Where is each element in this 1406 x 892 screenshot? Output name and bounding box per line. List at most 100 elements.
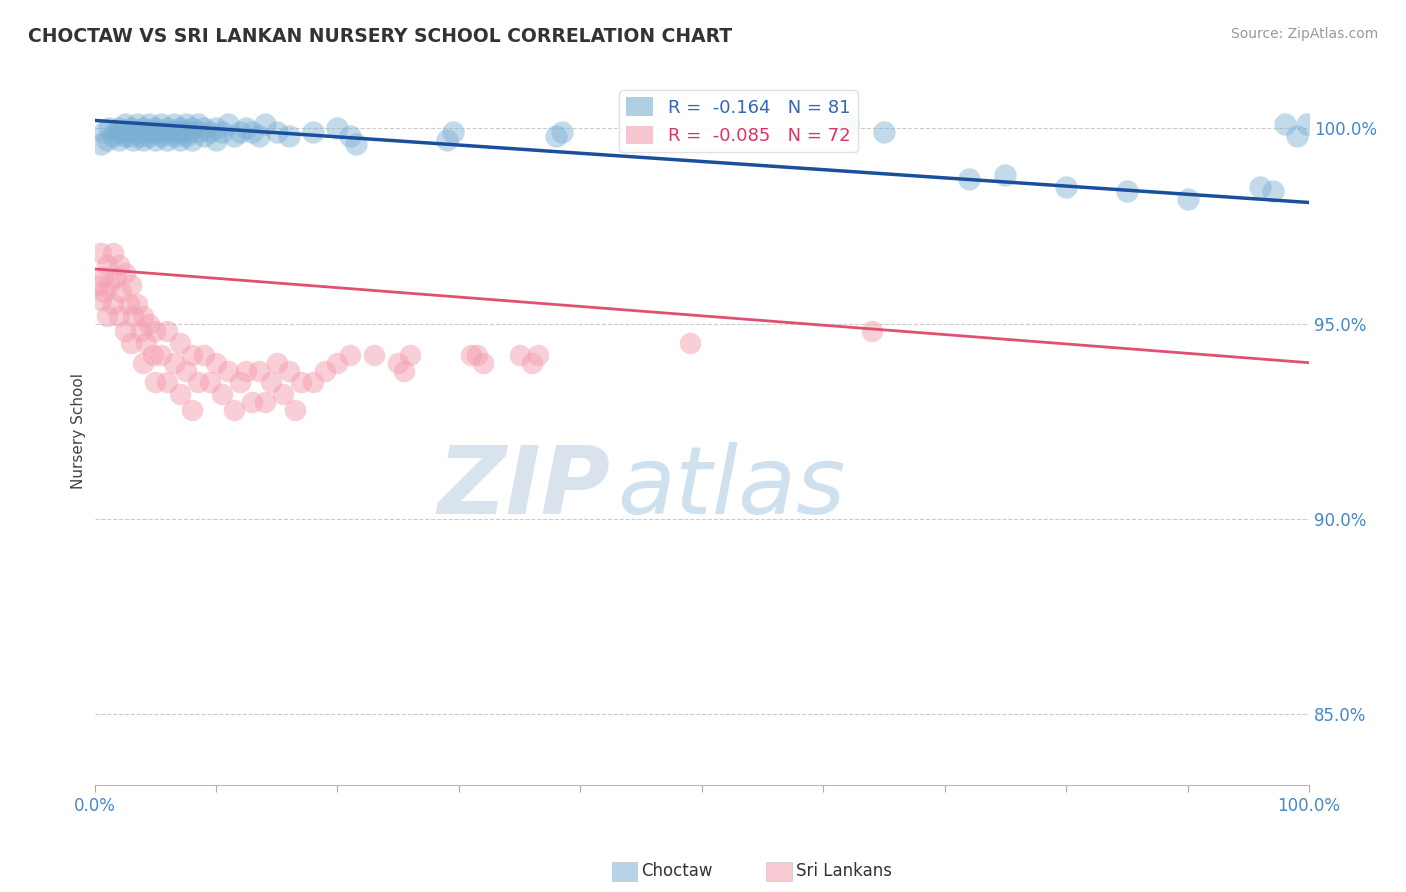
Point [326,356,349,370]
Point [108,133,131,147]
Point [169,336,191,351]
Point [96,133,118,147]
Point [120,121,142,136]
Point [143,325,166,339]
Point [174,117,197,131]
Point [284,402,307,417]
Point [169,133,191,147]
Point [229,125,252,139]
Point [339,129,361,144]
Point [108,258,131,272]
Point [98,277,121,292]
Point [143,121,166,136]
Point [436,133,458,147]
Point [679,336,702,351]
Point [132,356,155,370]
Point [150,117,173,131]
Point [122,309,145,323]
Text: atlas: atlas [617,442,845,533]
Point [114,117,136,131]
Point [837,117,859,131]
Point [174,363,197,377]
Point [162,129,184,144]
Point [180,121,202,136]
Point [1115,184,1137,198]
Point [110,125,132,139]
Point [394,363,416,377]
Legend: R =  -0.164   N = 81, R =  -0.085   N = 72: R = -0.164 N = 81, R = -0.085 N = 72 [619,90,858,153]
Point [132,309,155,323]
Point [105,269,128,284]
Point [527,348,550,362]
Point [105,125,128,139]
Point [108,121,131,136]
Text: Source: ZipAtlas.com: Source: ZipAtlas.com [1230,27,1378,41]
Point [193,348,215,362]
Point [271,387,294,401]
Point [217,117,239,131]
Point [162,117,184,131]
Point [472,356,495,370]
Point [135,125,157,139]
Point [253,117,276,131]
Y-axis label: Nursery School: Nursery School [72,373,86,489]
Point [135,336,157,351]
Point [132,133,155,147]
Point [108,309,131,323]
Point [205,133,228,147]
Point [96,258,118,272]
Point [266,356,288,370]
Point [91,269,114,284]
Point [205,356,228,370]
Point [465,348,488,362]
Point [114,266,136,280]
Point [509,348,531,362]
Point [326,121,349,136]
Point [1295,117,1317,131]
Point [242,394,264,409]
Point [150,348,173,362]
Point [339,348,361,362]
Point [93,125,115,139]
Point [138,317,160,331]
Point [117,125,139,139]
Point [266,125,288,139]
Point [101,129,124,144]
Text: ZIP: ZIP [437,442,610,533]
Point [153,125,176,139]
Point [1285,129,1308,144]
Point [994,168,1017,182]
Point [180,348,202,362]
Point [142,348,165,362]
Point [302,376,325,390]
Point [125,117,148,131]
Point [277,129,299,144]
Point [120,129,142,144]
Point [98,121,121,136]
Point [129,325,152,339]
Point [129,129,152,144]
Point [120,277,142,292]
Point [156,325,179,339]
Point [860,325,883,339]
Point [122,133,145,147]
Point [187,376,209,390]
Point [399,348,422,362]
Point [132,121,155,136]
Text: Sri Lankans: Sri Lankans [796,863,891,880]
Point [520,356,543,370]
Point [96,309,118,323]
Point [198,376,221,390]
Point [441,125,464,139]
Point [143,376,166,390]
Point [156,376,179,390]
Point [146,125,169,139]
Point [125,125,148,139]
Point [290,376,312,390]
Point [224,129,246,144]
Point [247,129,270,144]
Point [179,125,201,139]
Point [101,246,124,260]
Point [156,133,179,147]
Point [90,246,112,260]
